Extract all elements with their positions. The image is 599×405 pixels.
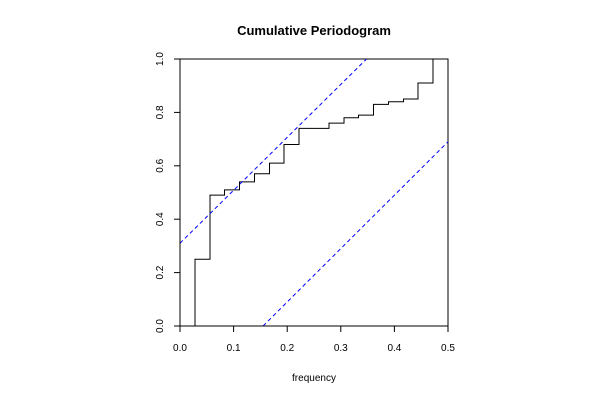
y-tick-label: 0.8 (155, 105, 166, 119)
upper-confidence-bound-line (180, 59, 367, 244)
y-axis: 0.0 0.2 0.4 0.6 0.8 1.0 (155, 52, 181, 333)
lower-confidence-bound-line (262, 141, 448, 326)
series-layer (180, 59, 448, 326)
y-tick-label: 0.0 (155, 319, 166, 333)
x-tick-label: 0.1 (227, 343, 241, 354)
x-tick-label: 0.3 (334, 343, 348, 354)
x-tick-label: 0.0 (173, 343, 187, 354)
y-tick-label: 0.2 (155, 265, 166, 279)
y-tick-label: 0.6 (155, 158, 166, 172)
y-tick-label: 1.0 (155, 52, 166, 66)
x-axis-title: frequency (292, 373, 336, 384)
x-axis: 0.0 0.1 0.2 0.3 0.4 0.5 (173, 325, 455, 354)
x-tick-label: 0.5 (441, 343, 455, 354)
chart-title: Cumulative Periodogram (237, 23, 391, 38)
x-tick-label: 0.4 (387, 343, 401, 354)
cumulative-periodogram-step-line (194, 59, 448, 326)
x-tick-label: 0.2 (280, 343, 294, 354)
y-tick-label: 0.4 (155, 212, 166, 226)
